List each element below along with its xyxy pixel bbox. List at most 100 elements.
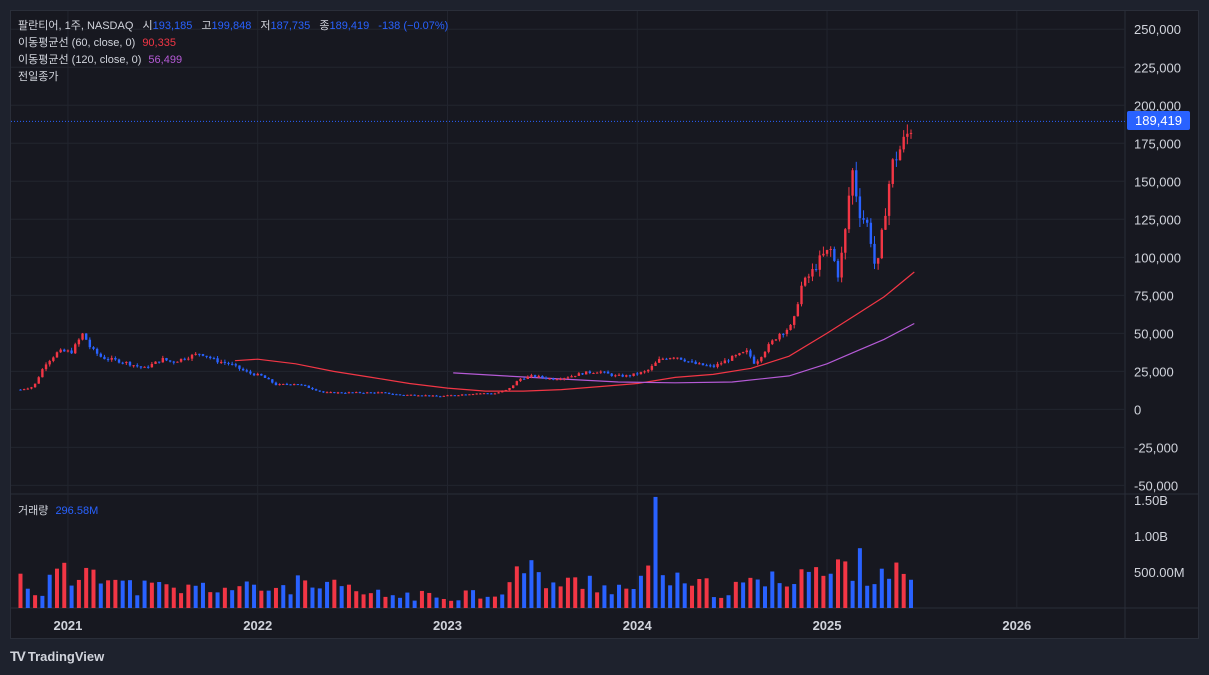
volume-bar — [901, 573, 906, 608]
candle-body — [216, 358, 219, 363]
volume-bar — [171, 587, 176, 608]
volume-bar — [711, 597, 716, 608]
candle-body — [336, 392, 340, 394]
candle-body — [647, 369, 650, 372]
y-tick-label: 25,000 — [1134, 364, 1174, 379]
x-tick-label: 2026 — [1002, 618, 1031, 633]
volume-bar — [536, 572, 541, 608]
candle-body — [749, 350, 752, 357]
ma120-line — [453, 322, 915, 384]
candle-body — [117, 359, 121, 363]
candle-body — [220, 361, 223, 363]
candle-body — [774, 339, 778, 341]
candle-body — [453, 395, 456, 397]
volume-bar — [33, 595, 38, 608]
candle-body — [563, 378, 566, 380]
candle-body — [584, 371, 588, 375]
candle-body — [77, 339, 81, 345]
candle-body — [829, 248, 832, 250]
volume-bar — [587, 575, 592, 608]
candle-body — [862, 218, 865, 220]
ma60-legend[interactable]: 이동평균선 (60, close, 0) 90,335 — [18, 35, 176, 51]
x-tick-label: 2023 — [433, 618, 462, 633]
candle-body — [497, 392, 500, 394]
volume-bar — [18, 573, 23, 608]
open-value: 193,185 — [152, 20, 193, 32]
volume-legend[interactable]: 거래량 296.58M — [18, 503, 98, 519]
candle-body — [190, 354, 194, 359]
candle-body — [344, 392, 347, 394]
volume-bar — [456, 600, 461, 608]
volume-bar — [660, 575, 665, 608]
candle-body — [245, 370, 248, 372]
volume-bar — [631, 589, 636, 608]
candle-body — [741, 352, 745, 354]
volume-bar — [806, 571, 811, 608]
chart-frame[interactable] — [10, 10, 1199, 639]
y-tick-label: 125,000 — [1134, 212, 1181, 227]
volume-bar — [646, 565, 651, 608]
candle-body — [114, 357, 117, 360]
candle-body — [566, 377, 570, 379]
volume-bar — [427, 592, 432, 608]
candle-body — [88, 339, 92, 348]
candle-body — [209, 356, 212, 359]
candle-body — [303, 384, 307, 386]
volume-bar — [624, 588, 629, 608]
volume-tick-label: 1.50B — [1134, 493, 1168, 508]
ma120-legend[interactable]: 이동평균선 (120, close, 0) 56,499 — [18, 52, 182, 68]
candle-body — [712, 365, 716, 367]
candle-body — [709, 365, 712, 367]
volume-bar — [69, 585, 74, 608]
volume-bar — [872, 584, 877, 608]
candle-body — [406, 394, 409, 396]
volume-bar — [54, 568, 59, 608]
candle-body — [176, 361, 179, 363]
volume-bar — [770, 571, 775, 608]
volume-bar — [237, 586, 242, 608]
candlestick-series — [19, 124, 913, 398]
high-label: 고 — [201, 20, 212, 32]
candle-body — [157, 361, 161, 363]
candle-body — [716, 363, 719, 367]
volume-bar — [565, 577, 570, 608]
candle-body — [424, 395, 427, 397]
volume-bar — [602, 585, 607, 608]
candle-body — [143, 366, 146, 368]
candle-body — [132, 365, 135, 367]
candle-body — [468, 394, 471, 396]
candle-body — [595, 372, 599, 374]
candle-body — [785, 329, 789, 334]
volume-bar — [361, 594, 366, 608]
volume-bar — [879, 568, 884, 608]
candle-body — [95, 348, 99, 354]
volume-bar — [675, 572, 680, 608]
candle-body — [22, 389, 26, 391]
volume-bar — [857, 548, 862, 608]
candle-body — [241, 368, 245, 371]
candle-body — [347, 392, 351, 394]
candle-body — [227, 362, 230, 364]
volume-bar — [471, 590, 476, 608]
volume-bar — [478, 598, 483, 608]
volume-bar — [332, 579, 337, 608]
candle-body — [687, 361, 690, 363]
candle-body — [139, 366, 143, 368]
volume-bar — [580, 588, 585, 608]
candle-body — [701, 363, 705, 366]
volume-bar — [573, 577, 578, 608]
candle-body — [796, 304, 800, 317]
candle-body — [818, 255, 821, 270]
volume-bar — [164, 584, 169, 608]
tradingview-branding[interactable]: TV TradingView — [10, 648, 104, 664]
candle-body — [329, 392, 332, 394]
volume-bar — [733, 581, 738, 608]
candle-body — [238, 365, 241, 369]
symbol-legend[interactable]: 팔란티어, 1주, NASDAQ 시193,185 고199,848 저187,… — [18, 18, 448, 34]
ma120-label: 이동평균선 (120, close, 0) — [18, 54, 142, 66]
candle-body — [252, 373, 256, 376]
candle-body — [154, 361, 157, 364]
low-value: 187,735 — [270, 20, 311, 32]
prev-close-legend[interactable]: 전일종가 — [18, 69, 58, 85]
